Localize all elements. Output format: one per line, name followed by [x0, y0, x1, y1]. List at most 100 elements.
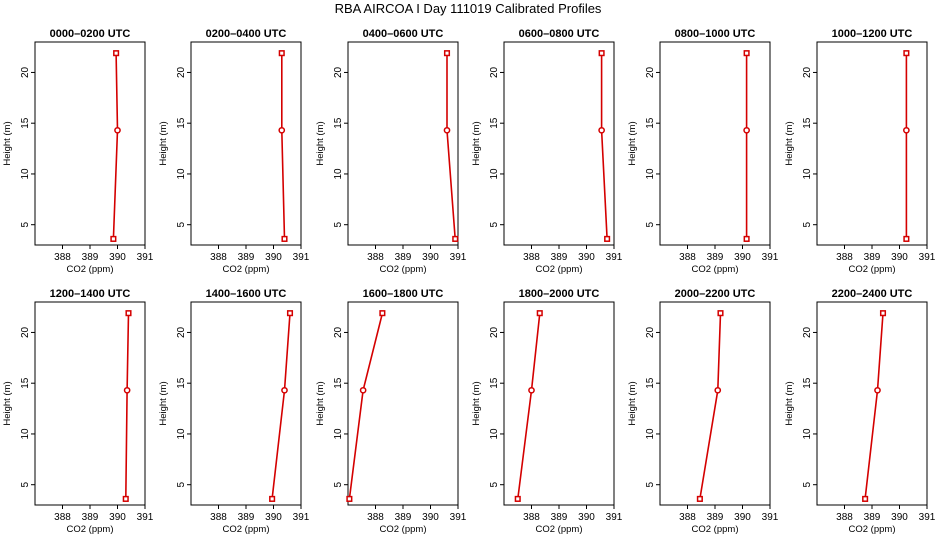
x-axis-label: CO2 (ppm) — [692, 524, 739, 535]
profile-line — [864, 313, 884, 499]
panel-title: 0600–0800 UTC — [519, 28, 600, 40]
y-tick-label: 15 — [333, 377, 344, 389]
y-tick-label: 5 — [489, 221, 500, 227]
x-tick-label: 388 — [367, 512, 384, 523]
chart-panel: 0200–0400 UTC 388 389 390 391 5 10 15 20 CO2 (ppm… — [158, 28, 310, 275]
y-tick-label: 15 — [802, 117, 813, 129]
x-axis-label: CO2 (ppm) — [849, 524, 896, 535]
x-tick-label: 391 — [606, 252, 623, 263]
y-tick-label: 15 — [176, 377, 187, 389]
panel-title: 2200–2400 UTC — [832, 288, 913, 300]
x-tick-label: 389 — [864, 252, 881, 263]
y-tick-label: 5 — [645, 221, 656, 227]
x-tick-label: 389 — [707, 252, 724, 263]
y-tick-label: 15 — [489, 117, 500, 129]
y-tick-label: 20 — [176, 66, 187, 78]
profile-line — [280, 53, 286, 239]
plot-frame — [503, 41, 615, 246]
y-tick-label: 5 — [802, 481, 813, 487]
plot-frame — [816, 41, 928, 246]
data-point — [696, 495, 703, 502]
x-tick-label: 389 — [238, 512, 255, 523]
data-point — [379, 310, 386, 317]
y-tick-label: 5 — [20, 481, 31, 487]
y-tick-label: 20 — [645, 66, 656, 78]
x-tick-label: 389 — [551, 512, 568, 523]
y-tick-label: 15 — [176, 117, 187, 129]
y-tick-label: 20 — [333, 66, 344, 78]
panel-title: 1400–1600 UTC — [206, 288, 287, 300]
data-point — [903, 235, 910, 242]
x-tick-label: 389 — [395, 252, 412, 263]
data-point — [122, 495, 129, 502]
chart-panel: 2200–2400 UTC 388 389 390 391 5 10 15 20 CO2 (ppm… — [784, 288, 936, 535]
data-point — [874, 386, 881, 394]
y-axis-label: Height (m) — [315, 381, 326, 425]
chart-panel: 1400–1600 UTC 388 389 390 391 5 10 15 20 CO2 (ppm… — [158, 288, 310, 535]
y-tick-label: 5 — [20, 221, 31, 227]
y-axis-label: Height (m) — [2, 381, 13, 425]
x-tick-label: 391 — [606, 512, 623, 523]
chart-panel: 0600–0800 UTC 388 389 390 391 5 10 15 20 CO2 (ppm… — [471, 28, 623, 275]
x-tick-label: 390 — [734, 512, 751, 523]
x-tick-label: 390 — [109, 252, 126, 263]
profile-line — [517, 313, 541, 500]
panel-title: 0000–0200 UTC — [50, 28, 131, 40]
y-tick-label: 10 — [802, 168, 813, 180]
data-point — [281, 235, 288, 242]
y-tick-label: 5 — [645, 481, 656, 487]
plot-frame — [816, 301, 928, 506]
panel-title: 2000–2200 UTC — [675, 288, 756, 300]
x-tick-label: 391 — [293, 252, 310, 263]
y-tick-label: 20 — [489, 326, 500, 338]
y-tick-label: 5 — [333, 221, 344, 227]
data-point — [598, 50, 605, 57]
x-axis-label: CO2 (ppm) — [536, 264, 583, 275]
x-tick-label: 391 — [762, 512, 779, 523]
y-tick-label: 15 — [489, 377, 500, 389]
profile-line — [125, 313, 130, 499]
y-tick-label: 15 — [802, 377, 813, 389]
y-tick-label: 10 — [802, 428, 813, 440]
panel-title: 0400–0600 UTC — [363, 28, 444, 40]
x-axis-label: CO2 (ppm) — [849, 264, 896, 275]
x-tick-label: 391 — [137, 512, 154, 523]
x-tick-label: 388 — [367, 252, 384, 263]
chart-panel: 1600–1800 UTC 388 389 390 391 5 10 15 20 CO2 (ppm… — [315, 288, 467, 535]
y-tick-label: 20 — [489, 66, 500, 78]
panels-grid: 0000–0200 UTC 388 389 390 391 5 10 15 20 CO2 (ppm… — [2, 28, 936, 535]
x-tick-label: 389 — [707, 512, 724, 523]
y-tick-label: 20 — [333, 326, 344, 338]
y-tick-label: 10 — [645, 168, 656, 180]
data-point — [113, 50, 120, 57]
data-point — [278, 126, 286, 134]
y-axis-label: Height (m) — [315, 121, 326, 165]
y-tick-label: 5 — [489, 481, 500, 487]
data-point — [714, 386, 722, 394]
data-point — [359, 386, 367, 394]
data-point — [598, 126, 605, 134]
y-tick-label: 15 — [20, 117, 31, 129]
chart-panel: 1000–1200 UTC 388 389 390 391 5 10 15 20 CO2 (ppm… — [784, 28, 936, 275]
y-tick-label: 20 — [645, 326, 656, 338]
x-tick-label: 388 — [210, 512, 227, 523]
x-tick-label: 390 — [422, 512, 439, 523]
data-point — [717, 310, 724, 317]
data-point — [443, 50, 451, 57]
data-point — [743, 50, 750, 57]
data-point — [281, 386, 288, 394]
y-axis-label: Height (m) — [2, 121, 13, 165]
x-axis-label: CO2 (ppm) — [67, 264, 114, 275]
x-tick-label: 388 — [836, 512, 853, 523]
y-tick-label: 10 — [333, 168, 344, 180]
data-point — [743, 126, 750, 134]
x-tick-label: 390 — [578, 252, 595, 263]
x-tick-label: 388 — [523, 512, 540, 523]
x-tick-label: 389 — [82, 512, 99, 523]
x-tick-label: 388 — [54, 252, 71, 263]
data-point — [903, 126, 910, 134]
y-tick-label: 5 — [802, 221, 813, 227]
chart-panel: 0800–1000 UTC 388 389 390 391 5 10 15 20 CO2 (ppm… — [627, 28, 779, 275]
y-tick-label: 15 — [20, 377, 31, 389]
data-point — [123, 386, 131, 394]
